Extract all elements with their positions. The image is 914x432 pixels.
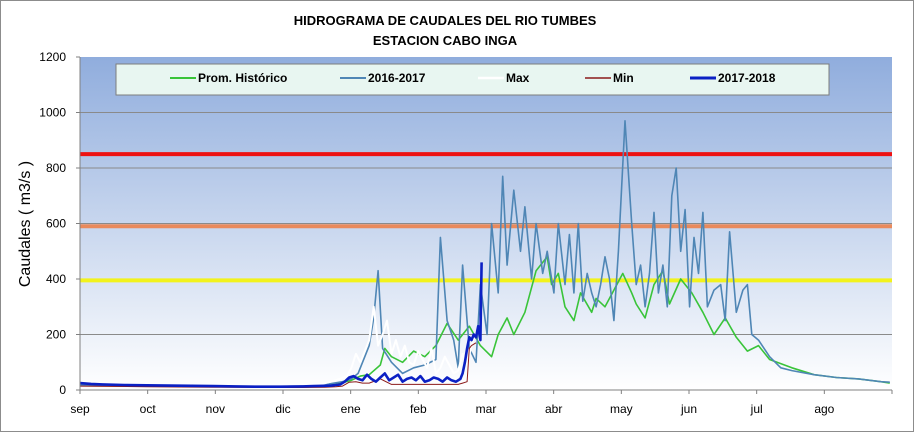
x-tick-label: may	[610, 402, 633, 416]
x-tick-label: jun	[680, 402, 697, 416]
y-tick-label: 200	[46, 328, 66, 342]
x-tick-label: nov	[206, 402, 225, 416]
y-tick-label: 1000	[39, 106, 66, 120]
legend-label: Min	[613, 71, 634, 85]
y-tick-label: 400	[46, 272, 66, 286]
legend-label: Max	[506, 71, 530, 85]
x-tick-labels: sep oct nov dic ene feb mar abr may jun jul ago	[70, 390, 892, 416]
x-tick-label: mar	[476, 402, 497, 416]
legend-label: 2017-2018	[718, 71, 776, 85]
legend-label: 2016-2017	[368, 71, 426, 85]
y-tick-label: 1200	[39, 50, 66, 64]
x-tick-label: sep	[70, 402, 90, 416]
y-tick-labels: 0 200 400 600 800 1000 1200	[39, 50, 80, 397]
x-tick-label: ene	[341, 402, 361, 416]
y-tick-label: 800	[46, 161, 66, 175]
x-tick-label: feb	[410, 402, 427, 416]
x-tick-label: oct	[140, 402, 157, 416]
x-tick-label: jul	[750, 402, 763, 416]
y-axis-title: Caudales ( m3/s )	[17, 161, 34, 287]
y-tick-label: 0	[59, 383, 66, 397]
chart-subtitle: ESTACION CABO INGA	[373, 33, 518, 48]
x-tick-label: ago	[814, 402, 834, 416]
x-tick-label: abr	[545, 402, 562, 416]
x-tick-label: dic	[275, 402, 290, 416]
chart-title: HIDROGRAMA DE CAUDALES DEL RIO TUMBES	[294, 13, 597, 28]
y-tick-label: 600	[46, 217, 66, 231]
legend-label: Prom. Histórico	[198, 71, 287, 85]
